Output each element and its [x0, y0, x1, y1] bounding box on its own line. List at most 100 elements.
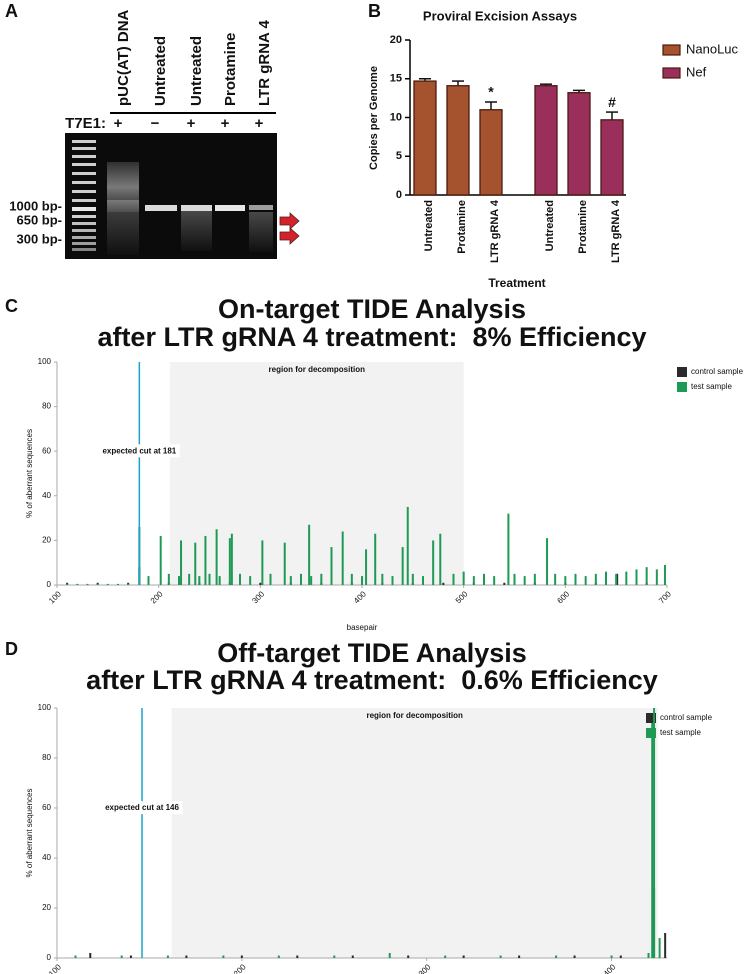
arrow — [279, 227, 300, 245]
bar — [645, 567, 648, 585]
bar — [310, 576, 313, 585]
x-tick-label: Untreated — [544, 200, 556, 251]
y-axis-label: % of aberrant sequences — [25, 429, 34, 518]
bar — [574, 573, 577, 585]
bar — [89, 953, 92, 958]
bar — [129, 955, 132, 958]
bar — [616, 573, 619, 585]
bar — [341, 531, 344, 585]
y-tick-label: 40 — [42, 853, 51, 862]
bar — [198, 576, 201, 585]
legend-swatch — [646, 728, 656, 738]
y-tick-label: 40 — [42, 491, 51, 500]
bar — [76, 583, 79, 585]
band — [145, 205, 177, 211]
bar — [655, 569, 658, 585]
bar — [277, 955, 280, 958]
bar — [619, 955, 622, 958]
x-tick-label: 400 — [352, 589, 368, 605]
bar — [462, 571, 465, 585]
lane-label: pUC(AT) DNA — [115, 9, 132, 106]
x-tick-label: 700 — [657, 589, 673, 605]
cut-label: expected cut at 146 — [105, 803, 179, 812]
bar — [166, 955, 169, 958]
bar — [74, 955, 77, 958]
y-tick-label: 5 — [396, 150, 402, 162]
bar — [391, 576, 394, 585]
t7e1-label: T7E1: — [65, 115, 106, 132]
bar — [573, 955, 576, 958]
bar — [350, 573, 353, 585]
bar — [432, 540, 435, 585]
x-tick-label: Protamine — [456, 200, 468, 254]
y-axis-label: % of aberrant sequences — [25, 789, 34, 878]
x-tick-label: 200 — [232, 962, 248, 974]
chart-title: Proviral Excision Assays — [423, 8, 577, 23]
t7e1-sign: + — [221, 115, 230, 132]
bar — [605, 571, 607, 585]
bar — [594, 573, 597, 585]
x-tick-label: 300 — [250, 589, 266, 605]
y-tick-label: 20 — [42, 903, 51, 912]
chart-title: Off-target TIDE Analysis — [217, 638, 527, 668]
bar — [269, 573, 272, 585]
bar — [204, 535, 207, 585]
bar — [555, 955, 558, 958]
bar — [422, 576, 424, 585]
y-axis-label: Copies per Genome — [368, 66, 380, 170]
significance-label: * — [488, 84, 494, 100]
bar — [462, 955, 465, 958]
bar — [188, 573, 191, 585]
bar — [615, 573, 618, 585]
bar — [117, 583, 119, 585]
bar — [610, 955, 613, 958]
band — [181, 205, 212, 211]
legend-label: test sample — [660, 728, 701, 737]
x-tick-label: LTR gRNA 4 — [489, 199, 501, 263]
y-tick-label: 100 — [38, 357, 52, 366]
bar — [147, 576, 150, 585]
y-tick-label: 0 — [47, 953, 52, 962]
bar — [296, 955, 299, 958]
bar — [523, 576, 526, 585]
bar — [483, 573, 485, 585]
bar — [167, 573, 170, 585]
bar — [651, 723, 654, 958]
bar — [411, 573, 414, 585]
bar — [127, 583, 130, 585]
bar — [283, 542, 286, 585]
bar — [333, 955, 336, 958]
bar — [96, 583, 99, 585]
bar — [120, 955, 123, 958]
y-tick-label: 80 — [42, 753, 51, 762]
lane-label: LTR gRNA 4 — [256, 20, 273, 106]
legend-swatch — [662, 44, 681, 56]
x-axis-label: basepair — [347, 623, 378, 632]
chart-subtitle: after LTR gRNA 4 treatment: 8% Efficienc… — [97, 322, 646, 352]
x-tick-label: 300 — [417, 962, 433, 974]
y-tick-label: 80 — [42, 402, 51, 411]
bar — [249, 576, 252, 585]
bar — [351, 955, 354, 958]
bar — [365, 549, 368, 585]
bar — [361, 576, 363, 585]
bar — [600, 119, 624, 196]
legend-label: NanoLuc — [686, 41, 739, 56]
arrow — [279, 212, 300, 230]
bar — [407, 955, 410, 958]
lane-smear — [249, 212, 273, 252]
x-tick-label: 500 — [454, 589, 470, 605]
bar — [534, 85, 558, 196]
bar — [413, 80, 437, 196]
bar — [194, 542, 197, 585]
bar — [289, 576, 292, 585]
size-marker: 300 bp- — [16, 231, 62, 246]
x-tick-label: 400 — [602, 962, 618, 974]
t7e1-sign: − — [151, 115, 160, 132]
bar — [239, 573, 241, 585]
t7e1-sign: + — [255, 115, 264, 132]
bar — [653, 708, 656, 958]
x-tick-label: 600 — [555, 589, 571, 605]
panel-label: B — [368, 1, 381, 21]
band — [249, 205, 273, 210]
